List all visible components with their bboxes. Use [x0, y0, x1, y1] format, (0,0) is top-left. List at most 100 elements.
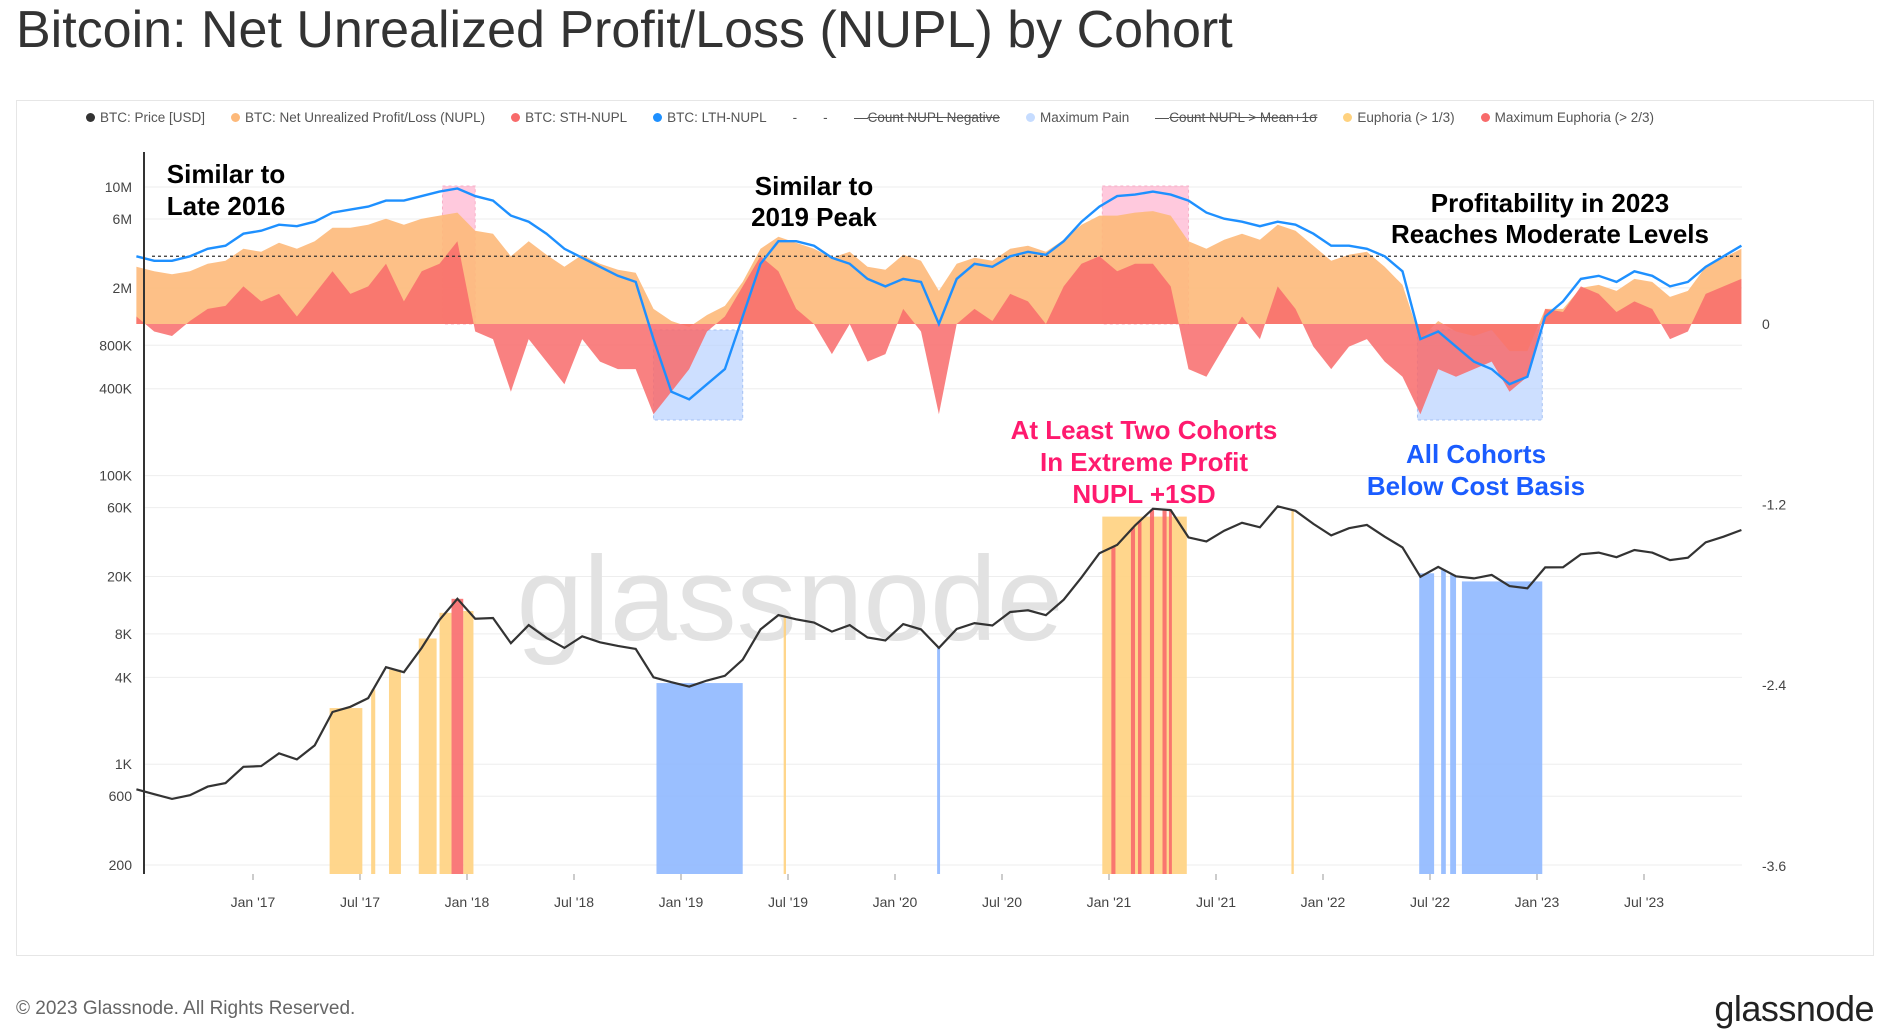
legend-item[interactable]: Euphoria (> 1/3) — [1343, 110, 1455, 125]
page-title: Bitcoin: Net Unrealized Profit/Loss (NUP… — [16, 1, 1233, 59]
euphoria-band — [463, 611, 474, 874]
maximum-euphoria-band — [451, 598, 464, 874]
legend-item[interactable]: - — [823, 110, 828, 125]
left-tick-label: 10M — [105, 179, 132, 195]
left-tick-label: 2M — [113, 280, 132, 296]
legend-item[interactable]: Maximum Pain — [1025, 110, 1130, 125]
right-axis: 0 -1.2 -2.4 -3.6 — [1762, 316, 1786, 874]
maximum-pain-band — [1461, 581, 1543, 874]
x-tick-label: Jul '22 — [1410, 894, 1450, 910]
left-tick-label: 400K — [99, 381, 132, 397]
annotations: Similar to Late 2016 Similar to 2019 Pea… — [167, 159, 1709, 509]
x-axis: Jan '17 Jul '17 Jan '18 Jul '18 Jan '19 Jul '… — [231, 874, 1664, 910]
euphoria-band — [371, 689, 376, 874]
x-tick-label: Jul '18 — [554, 894, 594, 910]
annotation-below-l2: Below Cost Basis — [1367, 471, 1585, 501]
legend-label: Euphoria (> 1/3) — [1357, 110, 1455, 125]
watermark: glassnode — [516, 532, 1063, 666]
annotation-extreme-l3: NUPL +1SD — [1072, 479, 1215, 509]
legend-item[interactable]: - — [793, 110, 798, 125]
sth-nupl-area — [136, 241, 1742, 415]
nupl-area — [136, 211, 1742, 352]
legend-label: BTC: STH-NUPL — [525, 110, 628, 125]
legend-label: Maximum Euphoria (> 2/3) — [1494, 110, 1655, 125]
x-tick-label: Jan '23 — [1515, 894, 1560, 910]
annotation-2019-peak-l1: Similar to — [755, 171, 873, 201]
left-tick-label: 6M — [113, 211, 132, 227]
x-tick-label: Jul '21 — [1196, 894, 1236, 910]
left-tick-label: 4K — [115, 669, 133, 685]
legend-dot-icon — [1480, 113, 1490, 122]
legend-item[interactable]: Count NUPL > Mean+1σ — [1155, 110, 1317, 125]
euphoria-band — [1291, 510, 1294, 874]
annotation-below-l1: All Cohorts — [1406, 439, 1546, 469]
below-cost-annotation: All Cohorts Below Cost Basis — [1367, 439, 1585, 501]
legend-dot-icon — [86, 113, 95, 122]
legend-dot-icon — [1025, 113, 1035, 122]
annotation-late-2016-l1: Similar to — [167, 159, 285, 189]
glassnode-logo: glassnode — [1714, 988, 1874, 1029]
euphoria-band — [1102, 516, 1187, 874]
legend-item[interactable]: BTC: Net Unrealized Profit/Loss (NUPL) — [231, 110, 485, 125]
maximum-euphoria-band — [1111, 546, 1116, 874]
euphoria-band — [388, 669, 401, 874]
right-tick-label: -1.2 — [1762, 497, 1786, 513]
left-axis: 10M 6M 2M 800K 400K 100K 60K 20K 8K 4K 1K 600 200 — [99, 179, 132, 873]
copyright: © 2023 Glassnode. All Rights Reserved. — [16, 998, 356, 1019]
euphoria-band — [783, 616, 786, 874]
euphoria-band — [329, 708, 363, 874]
legend-label: Count NUPL > Mean+1σ — [1155, 110, 1317, 125]
legend-dot-icon — [653, 113, 663, 122]
legend-label: BTC: LTH-NUPL — [667, 110, 767, 125]
legend-label: Maximum Pain — [1039, 110, 1130, 125]
annotation-2023-l2: Reaches Moderate Levels — [1391, 219, 1709, 249]
nupl-areas — [136, 211, 1742, 415]
maximum-pain-band — [1419, 573, 1435, 874]
annotation-extreme-l1: At Least Two Cohorts — [1011, 415, 1278, 445]
left-tick-label: 100K — [99, 468, 132, 484]
legend-label: BTC: Price [USD] — [100, 110, 206, 125]
legend-label: BTC: Net Unrealized Profit/Loss (NUPL) — [245, 110, 486, 125]
maximum-euphoria-band — [1137, 521, 1142, 874]
x-tick-label: Jan '20 — [873, 894, 918, 910]
maximum-pain-band — [1450, 574, 1457, 874]
legend-label: - — [823, 110, 828, 125]
right-tick-label: 0 — [1762, 316, 1770, 332]
legend-label: Count NUPL Negative — [854, 110, 1000, 125]
chart-panel — [16, 100, 1874, 956]
annotation-2023-l1: Profitability in 2023 — [1431, 188, 1669, 218]
legend-item[interactable]: BTC: Price [USD] — [86, 110, 205, 125]
legend-item[interactable]: BTC: STH-NUPL — [511, 110, 627, 125]
x-tick-label: Jan '17 — [231, 894, 276, 910]
maximum-pain-band — [656, 683, 743, 874]
x-tick-label: Jan '18 — [445, 894, 490, 910]
x-tick-label: Jul '23 — [1624, 894, 1664, 910]
legend-item[interactable]: Count NUPL Negative — [854, 110, 1000, 125]
maximum-euphoria-band — [1149, 509, 1155, 874]
annotation-2019-peak-l2: 2019 Peak — [751, 202, 877, 232]
legend-dot-icon — [231, 113, 241, 122]
extreme-profit-annotation: At Least Two Cohorts In Extreme Profit N… — [1011, 415, 1278, 509]
x-tick-label: Jul '17 — [340, 894, 380, 910]
bands — [329, 509, 1543, 874]
left-tick-label: 8K — [115, 626, 133, 642]
x-tick-label: Jan '19 — [659, 894, 704, 910]
maximum-euphoria-band — [1162, 509, 1167, 874]
series-lines — [136, 187, 1743, 801]
price-line — [136, 505, 1742, 801]
legend-dot-icon — [511, 113, 521, 122]
annotation-extreme-l2: In Extreme Profit — [1040, 447, 1248, 477]
legend-item[interactable]: Maximum Euphoria (> 2/3) — [1480, 110, 1655, 125]
x-tick-label: Jul '19 — [768, 894, 808, 910]
x-tick-label: Jan '21 — [1087, 894, 1132, 910]
maximum-euphoria-band — [1130, 527, 1136, 874]
left-tick-label: 20K — [107, 568, 133, 584]
left-tick-label: 200 — [109, 857, 133, 873]
euphoria-band — [418, 638, 437, 874]
maximum-pain-band — [937, 647, 941, 874]
left-tick-label: 800K — [99, 337, 132, 353]
lth-nupl-line — [136, 187, 1743, 401]
chart-legend: BTC: Price [USD] BTC: Net Unrealized Prof… — [86, 110, 1654, 125]
legend-item[interactable]: BTC: LTH-NUPL — [653, 110, 767, 125]
